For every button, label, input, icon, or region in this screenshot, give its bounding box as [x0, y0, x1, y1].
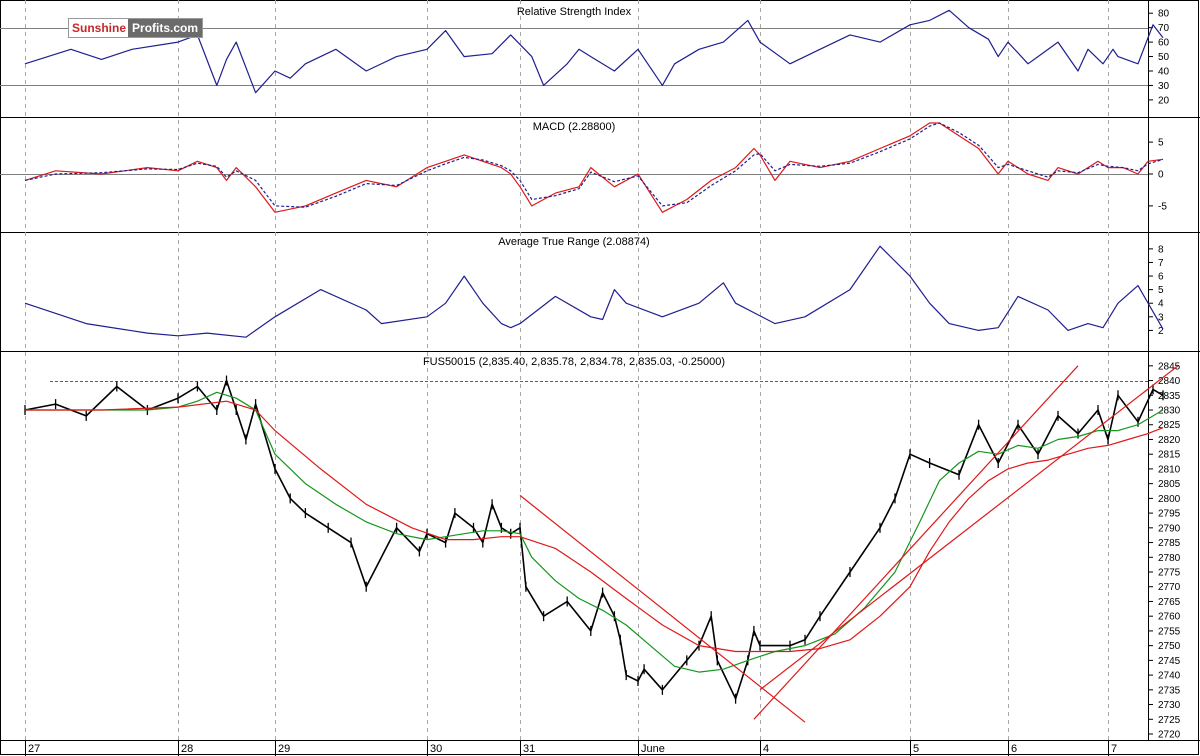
- y-tick-label: 60: [1158, 38, 1170, 49]
- series-line: [24, 245, 1164, 338]
- y-tick-label: 2780: [1158, 553, 1181, 564]
- y-tick-label: 2740: [1158, 671, 1181, 682]
- x-tick-label: 30: [430, 743, 442, 755]
- y-tick-label: 70: [1158, 23, 1170, 34]
- y-tick-label: 2805: [1158, 479, 1181, 490]
- x-tick-label: 7: [1111, 743, 1117, 755]
- y-tick-label: 8: [1158, 244, 1164, 255]
- y-tick-label: 2720: [1158, 730, 1181, 741]
- sunshine-profits-logo: Sunshine Profits.com: [68, 18, 204, 38]
- y-tick-label: 2840: [1158, 376, 1181, 387]
- series-line: [24, 122, 1164, 213]
- y-tick-label: 2825: [1158, 420, 1181, 431]
- y-tick-label: 2770: [1158, 582, 1181, 593]
- logo-part-1: Sunshine: [72, 21, 127, 35]
- y-tick-label: 80: [1158, 9, 1170, 20]
- y-tick-label: 7: [1158, 258, 1164, 269]
- pane-title: Average True Range (2.08874): [498, 236, 649, 248]
- series-trend-down: [519, 494, 806, 723]
- y-tick-label: 3: [1158, 312, 1164, 323]
- series-ma-long: [25, 400, 1164, 653]
- series-trend-up-1: [753, 365, 1079, 720]
- y-tick-label: 2835: [1158, 391, 1181, 402]
- y-tick-label: 5: [1158, 285, 1164, 296]
- y-tick-label: 2845: [1158, 361, 1181, 372]
- y-tick-label: 2830: [1158, 406, 1181, 417]
- y-tick-label: 2815: [1158, 450, 1181, 461]
- x-tick-label: 27: [28, 743, 40, 755]
- pane-title: FUS50015 (2,835.40, 2,835.78, 2,834.78, …: [423, 356, 725, 368]
- y-tick-label: 30: [1158, 81, 1170, 92]
- y-tick-label: 4: [1158, 299, 1164, 310]
- y-tick-label: 6: [1158, 272, 1164, 283]
- x-tick-label: 28: [181, 743, 193, 755]
- y-tick-label: 2775: [1158, 568, 1181, 579]
- x-tick-label: 31: [523, 743, 535, 755]
- y-tick-label: 2: [1158, 326, 1164, 337]
- y-tick-label: 20: [1158, 95, 1170, 106]
- y-tick-label: 2790: [1158, 523, 1181, 534]
- x-tick-label: 5: [913, 743, 919, 755]
- x-tick-label: June: [641, 743, 665, 755]
- y-tick-label: 2725: [1158, 715, 1181, 726]
- x-tick-label: 4: [763, 743, 769, 755]
- x-tick-label: 6: [1011, 743, 1017, 755]
- series-ma-short: [25, 391, 1164, 673]
- y-tick-label: 2730: [1158, 700, 1181, 711]
- y-tick-label: 2750: [1158, 641, 1181, 652]
- series-line: [24, 122, 1164, 208]
- y-tick-label: 0: [1158, 170, 1164, 181]
- series-price: [24, 379, 1164, 700]
- y-tick-label: 40: [1158, 67, 1170, 78]
- y-tick-label: 2765: [1158, 597, 1181, 608]
- y-tick-label: 2795: [1158, 509, 1181, 520]
- y-tick-label: -5: [1158, 201, 1167, 212]
- x-tick-label: 29: [278, 743, 290, 755]
- pane-title: MACD (2.28800): [533, 121, 616, 133]
- y-tick-label: 5: [1158, 138, 1164, 149]
- series-trend-up-2: [759, 365, 1179, 691]
- y-tick-label: 2810: [1158, 464, 1181, 475]
- y-tick-label: 2800: [1158, 494, 1181, 505]
- series-line: [24, 9, 1164, 94]
- y-tick-label: 2820: [1158, 435, 1181, 446]
- logo-part-2: Profits.com: [128, 19, 203, 37]
- y-tick-label: 2745: [1158, 656, 1181, 667]
- y-tick-label: 2785: [1158, 538, 1181, 549]
- y-tick-label: 2735: [1158, 685, 1181, 696]
- pane-title: Relative Strength Index: [517, 6, 632, 18]
- y-tick-label: 50: [1158, 52, 1170, 63]
- y-tick-label: 2760: [1158, 612, 1181, 623]
- y-tick-label: 2755: [1158, 626, 1181, 637]
